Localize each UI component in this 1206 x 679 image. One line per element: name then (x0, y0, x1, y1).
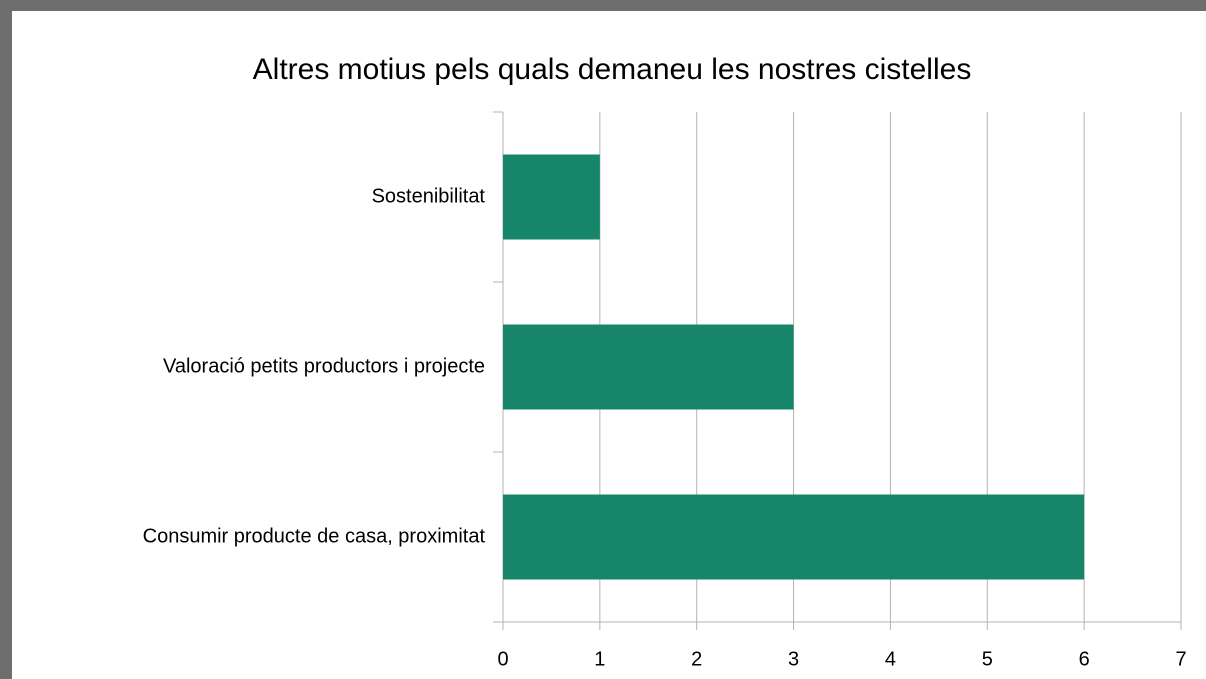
x-tick-label: 1 (594, 648, 605, 670)
x-tick-label: 3 (788, 648, 799, 670)
chart-title: Altres motius pels quals demaneu les nos… (253, 53, 972, 86)
x-tick-label: 0 (497, 648, 508, 670)
x-tick-label: 7 (1175, 648, 1186, 670)
y-tick-label: Sostenibilitat (372, 185, 486, 207)
bar (503, 494, 1085, 580)
x-tick-label: 2 (691, 648, 702, 670)
x-tick-label: 4 (885, 648, 896, 670)
y-tick-label: Valoració petits productors i projecte (163, 355, 485, 377)
x-tick-label: 6 (1079, 648, 1090, 670)
x-tick-label: 5 (982, 648, 993, 670)
y-tick-label: Consumir producte de casa, proximitat (143, 525, 486, 547)
bar (503, 154, 600, 240)
bar (503, 324, 794, 410)
